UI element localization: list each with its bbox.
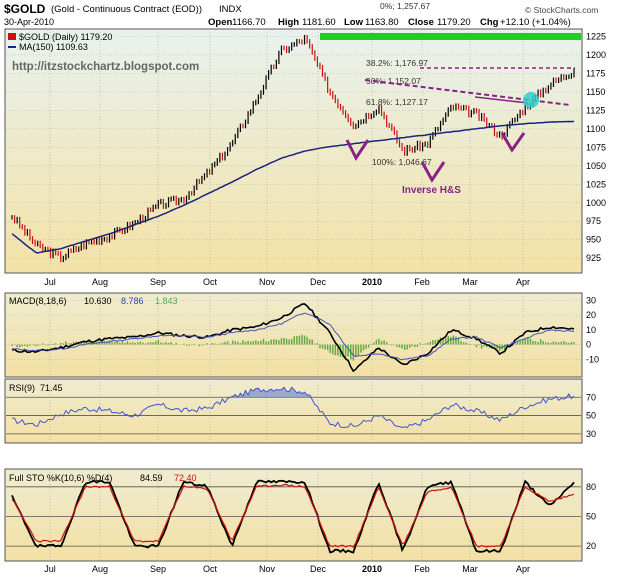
pattern-label: Inverse H&S: [402, 185, 461, 196]
x-tick-label-bottom: Sep: [150, 564, 166, 574]
y-tick-label: 80: [586, 482, 596, 492]
sto-label: Full STO %K(10,6) %D(4): [9, 473, 112, 483]
resistance-zone: [320, 33, 581, 40]
x-tick-label-bottom: 2010: [362, 564, 382, 574]
x-tick-label-bottom: Dec: [310, 564, 327, 574]
y-tick-label: 50: [586, 411, 596, 421]
x-tick-label-bottom: Feb: [414, 564, 430, 574]
x-tick-label-bottom: Jul: [44, 564, 56, 574]
symbol-description: (Gold - Continuous Contract (EOD)): [51, 4, 202, 15]
rsi-overbought-fill: [12, 387, 574, 398]
high-label: High: [278, 17, 299, 28]
y-tick-label: 1225: [586, 31, 606, 41]
x-tick-label-bottom: Nov: [259, 564, 276, 574]
y-tick-label: 1125: [586, 105, 605, 115]
y-tick-label: 30: [586, 295, 596, 305]
y-tick-label: 20: [586, 310, 596, 320]
y-tick-label: 1050: [586, 161, 606, 171]
y-tick-label: 1000: [586, 198, 606, 208]
close-value: 1179.20: [437, 17, 471, 28]
x-tick-label: Sep: [150, 277, 166, 287]
y-tick-label: 1075: [586, 142, 606, 152]
chg-label: Chg: [480, 17, 499, 28]
rsi-line: [11, 386, 575, 429]
rsi-value: 71.45: [40, 383, 63, 393]
x-tick-label-bottom: Apr: [516, 564, 530, 574]
y-tick-label: 30: [586, 429, 596, 439]
open-label: Open: [208, 17, 232, 28]
macd-value: 10.630: [84, 296, 112, 306]
fib-top-label: 0%; 1,257.67: [380, 1, 430, 11]
low-label: Low: [344, 17, 364, 28]
y-tick-label: 20: [586, 541, 596, 551]
chg-value: +12.10 (+1.04%): [500, 17, 571, 28]
x-tick-label: Feb: [414, 277, 430, 287]
x-tick-label-bottom: Oct: [203, 564, 218, 574]
price-legend-swatch: [8, 33, 16, 40]
head-mark: [420, 161, 446, 183]
fib-label-618: 61.8%: 1,127.17: [366, 97, 428, 107]
sto-k-line: [11, 479, 575, 554]
x-tick-label: Aug: [92, 277, 108, 287]
blog-url: http://itzstockchartz.blogspot.com: [12, 61, 199, 73]
x-tick-label: Oct: [203, 277, 218, 287]
axis-ticks: JulJulAugAugSepSepOctOctNovNovDecDec2010…: [44, 31, 606, 574]
y-tick-label: 1200: [586, 50, 606, 60]
y-tick-label: 1150: [586, 87, 605, 97]
open-value: 1166.70: [232, 17, 266, 28]
y-tick-label: 0: [586, 340, 591, 350]
high-value: 1181.60: [302, 17, 336, 28]
low-value: 1163.80: [365, 17, 399, 28]
header-date: 30-Apr-2010: [4, 17, 54, 27]
exchange-label: INDX: [219, 4, 242, 15]
right-shoulder-mark: [500, 132, 526, 153]
macd-signal-line: [11, 312, 575, 361]
macd-panel: [4, 292, 583, 378]
sto-panel: [4, 468, 583, 562]
fib-label-50: 50%: 1,152.07: [366, 76, 421, 86]
breakout-highlight: [523, 92, 539, 108]
left-shoulder-mark: [345, 139, 370, 161]
y-tick-label: 10: [586, 325, 596, 335]
sto-k-value: 84.59: [140, 473, 163, 483]
fib-label-382: 38.2%: 1,176.97: [366, 58, 428, 68]
macd-hist-value: 1.843: [155, 296, 178, 306]
ma-legend: MA(150) 1109.63: [19, 42, 88, 52]
x-tick-label: Dec: [310, 277, 327, 287]
price-bars: [11, 34, 575, 263]
y-tick-label: 950: [586, 235, 601, 245]
y-tick-label: 925: [586, 253, 601, 263]
y-tick-label: -10: [586, 354, 599, 364]
sto-d-line: [11, 483, 575, 548]
macd-line: [11, 303, 575, 373]
macd-histogram: [11, 334, 575, 361]
y-tick-label: 975: [586, 216, 601, 226]
macd-signal-value: 8.786: [121, 296, 144, 306]
sto-d-value: 72.40: [174, 473, 197, 483]
neckline-arrow: [474, 96, 529, 104]
x-tick-label: Apr: [516, 277, 530, 287]
rsi-label: RSI(9): [9, 383, 35, 393]
y-tick-label: 1175: [586, 68, 605, 78]
y-tick-label: 1025: [586, 179, 606, 189]
macd-label: MACD(8,18,6): [9, 296, 67, 306]
price-legend: $GOLD (Daily) 1179.20: [19, 32, 112, 42]
y-tick-label: 50: [586, 511, 596, 521]
x-tick-label-bottom: Aug: [92, 564, 108, 574]
symbol-title: $GOLD: [4, 2, 46, 16]
x-tick-label: Jul: [44, 277, 56, 287]
fib-label-100: 100%: 1,046.67: [372, 157, 432, 167]
y-tick-label: 70: [586, 392, 596, 402]
watermark: © StockCharts.com: [525, 5, 598, 15]
ma150-line: [11, 120, 575, 254]
close-label: Close: [408, 17, 434, 28]
x-tick-label-bottom: Mar: [462, 564, 478, 574]
x-tick-label: Nov: [259, 277, 276, 287]
price-panel: [4, 28, 583, 274]
x-tick-label: Mar: [462, 277, 478, 287]
x-tick-label: 2010: [362, 277, 382, 287]
y-tick-label: 1100: [586, 124, 605, 134]
